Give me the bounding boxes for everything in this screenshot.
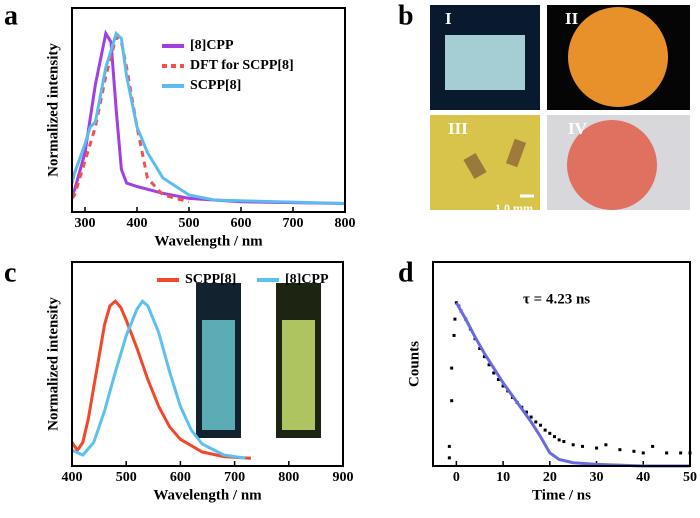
data-point [548, 431, 552, 435]
x-tick-label: 800 [335, 216, 356, 231]
series-line [71, 298, 246, 460]
x-tick-label: 50 [683, 470, 697, 485]
annotation: τ = 4.23 ns [523, 291, 590, 307]
legend-label: [8]CPP [285, 272, 329, 287]
photo-2-disc [568, 7, 668, 107]
photo-label: IV [568, 119, 588, 138]
data-point [452, 333, 456, 337]
data-point [482, 355, 486, 359]
data-point [543, 428, 547, 432]
y-axis-label: Normalized intensity [45, 43, 61, 177]
data-point [581, 444, 585, 448]
data-point [651, 444, 655, 448]
plot-frame [432, 261, 691, 467]
x-tick-label: 700 [283, 216, 304, 231]
data-point [496, 378, 500, 382]
x-tick-label: 600 [231, 216, 252, 231]
data-point [641, 451, 645, 455]
panel-label: b [398, 0, 414, 31]
data-point [524, 410, 528, 414]
data-point [632, 449, 636, 453]
data-point [538, 423, 542, 427]
legend-label: SCPP[8] [190, 78, 241, 93]
photo-label: III [448, 119, 468, 138]
panel-label: a [4, 0, 18, 31]
data-point [450, 399, 454, 403]
data-point [618, 448, 622, 452]
x-tick-label: 40 [636, 470, 650, 485]
x-tick-label: 10 [496, 470, 510, 485]
series-line [70, 34, 190, 204]
plot-frame [71, 7, 346, 213]
vial-liquid [282, 320, 315, 430]
data-point [562, 440, 566, 444]
data-point [534, 420, 538, 424]
data-point [501, 384, 505, 388]
x-tick-label: 800 [278, 470, 299, 485]
data-point [447, 456, 451, 460]
photo-3-crystal [463, 152, 487, 180]
x-tick-label: 20 [543, 470, 557, 485]
x-tick-label: 500 [116, 470, 137, 485]
data-point [487, 363, 491, 367]
photo-3 [430, 115, 540, 210]
photo-label: II [565, 9, 579, 28]
y-axis-label: Normalized intensity [45, 297, 61, 431]
x-axis-label: Wavelength / nm [154, 233, 263, 249]
data-point [453, 317, 457, 321]
data-point [454, 301, 458, 305]
legend-label: DFT for SCPP[8] [190, 58, 294, 73]
x-tick-label: 900 [333, 470, 354, 485]
x-tick-label: 0 [453, 470, 460, 485]
data-point [450, 366, 454, 370]
photo-label: I [445, 9, 452, 28]
data-point [552, 435, 556, 439]
x-axis-label: Time / ns [532, 487, 591, 503]
x-axis-label: Wavelength / nm [153, 487, 262, 503]
series-line [70, 30, 346, 205]
scale-bar-label: 1.0 mm [495, 201, 533, 215]
panel-label: c [4, 257, 16, 288]
photo-4-dish [567, 120, 657, 210]
panel-label: d [398, 257, 414, 288]
data-point [447, 444, 451, 448]
data-point [595, 446, 599, 450]
data-point [679, 451, 683, 455]
data-point [571, 443, 575, 447]
y-axis-label: Counts [406, 341, 422, 387]
series-line [455, 302, 690, 468]
data-point [557, 438, 561, 442]
legend-label: SCPP[8] [185, 272, 236, 287]
x-tick-label: 600 [170, 470, 191, 485]
data-point [492, 371, 496, 375]
data-point [604, 443, 608, 447]
x-tick-label: 300 [75, 216, 96, 231]
data-point [665, 451, 669, 455]
x-tick-label: 400 [62, 470, 83, 485]
data-point [529, 415, 533, 419]
photo-3-crystal [505, 138, 527, 168]
vial-liquid [202, 320, 235, 430]
x-tick-label: 30 [590, 470, 604, 485]
plot-frame [71, 261, 344, 467]
data-point [478, 346, 482, 350]
x-tick-label: 700 [224, 470, 245, 485]
x-tick-label: 400 [127, 216, 148, 231]
legend-label: [8]CPP [190, 38, 234, 53]
series-line [70, 299, 251, 460]
photo-1-vial [445, 35, 525, 90]
x-tick-label: 500 [179, 216, 200, 231]
